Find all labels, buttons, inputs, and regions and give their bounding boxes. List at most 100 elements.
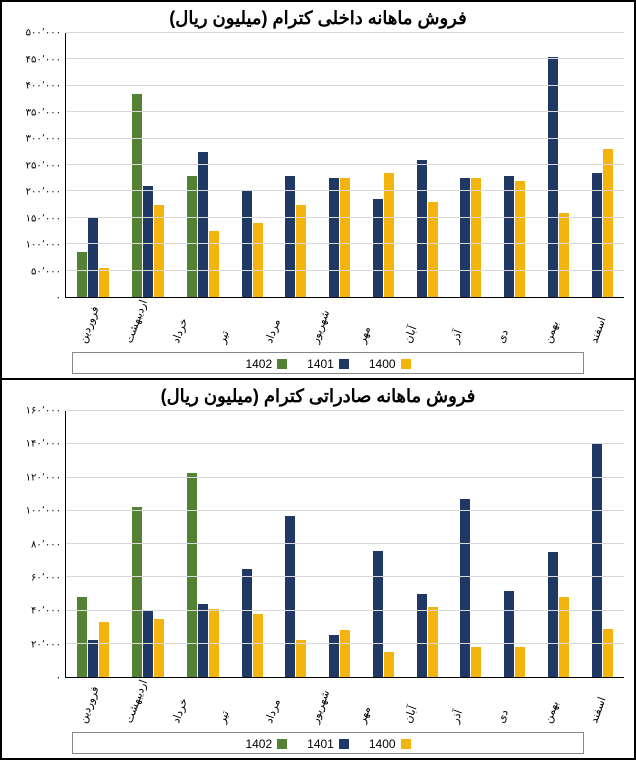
bar <box>592 173 602 297</box>
bar <box>384 652 394 677</box>
gridline <box>66 610 624 611</box>
bar-group <box>504 411 525 677</box>
bar <box>285 176 295 297</box>
x-tick-label: اسفند <box>587 679 615 727</box>
bar-group <box>132 33 164 297</box>
gridline <box>66 510 624 511</box>
legend-label: 1402 <box>245 357 272 371</box>
bar-group <box>329 33 350 297</box>
y-tick-label: ۲۰٬۰۰۰ <box>31 639 61 650</box>
bar <box>77 252 87 297</box>
bar <box>88 640 98 677</box>
x-tick-label: تیر <box>215 679 243 727</box>
gridline <box>66 443 624 444</box>
bar <box>548 57 558 297</box>
x-tick-label: خرداد <box>168 299 196 347</box>
bar-group <box>187 411 219 677</box>
legend-label: 1401 <box>307 357 334 371</box>
x-tick-label: دی <box>494 299 522 347</box>
x-tick-label: آبان <box>401 299 429 347</box>
bar <box>329 635 339 677</box>
x-axis-labels: فروردیناردیبهشتخردادتیرمردادشهریورمهرآبا… <box>66 298 624 346</box>
legend-item-1401: 1401 <box>307 357 349 371</box>
bar <box>209 231 219 297</box>
legend-item-1402: 1402 <box>245 357 287 371</box>
bar <box>253 223 263 297</box>
bar <box>384 173 394 297</box>
bar-group <box>373 33 394 297</box>
bar <box>515 181 525 297</box>
bar <box>285 516 295 677</box>
bar <box>559 213 569 297</box>
bar <box>198 604 208 677</box>
gridline <box>66 217 624 218</box>
chart-export-sales: فروش ماهانه صادراتی کترام (میلیون ریال) … <box>2 380 634 758</box>
bar <box>296 205 306 297</box>
bar <box>471 647 481 677</box>
bar <box>504 176 514 297</box>
bar-group <box>417 33 438 297</box>
bar-group <box>373 411 394 677</box>
legend-swatch-icon <box>277 359 287 369</box>
bar-group <box>77 411 109 677</box>
bar-groups <box>66 411 624 677</box>
bar <box>460 178 470 297</box>
legend-item-1401: 1401 <box>307 737 349 751</box>
bar-group <box>242 411 263 677</box>
chart-domestic-sales: فروش ماهانه داخلی کترام (میلیون ریال) ۰۵… <box>2 2 634 380</box>
y-tick-label: ۰ <box>56 293 61 304</box>
legend-swatch-icon <box>401 739 411 749</box>
legend-label: 1402 <box>245 737 272 751</box>
legend-swatch-icon <box>339 359 349 369</box>
chart-legend: 1402 1401 1400 <box>72 352 584 374</box>
legend-label: 1400 <box>369 737 396 751</box>
y-tick-label: ۲۵۰٬۰۰۰ <box>26 160 61 171</box>
gridline <box>66 243 624 244</box>
bar-group <box>592 33 613 297</box>
gridline <box>66 576 624 577</box>
bar-group <box>548 33 569 297</box>
x-tick-label: شهریور <box>308 679 336 727</box>
bar <box>373 551 383 677</box>
bar <box>99 268 109 297</box>
bar <box>471 178 481 297</box>
bar <box>143 186 153 297</box>
legend-label: 1401 <box>307 737 334 751</box>
bar <box>515 647 525 677</box>
y-tick-label: ۱۵۰٬۰۰۰ <box>26 213 61 224</box>
legend-swatch-icon <box>401 359 411 369</box>
bar <box>460 499 470 677</box>
bar-group <box>592 411 613 677</box>
bar <box>253 614 263 677</box>
bars-region <box>66 33 624 298</box>
bar <box>417 594 427 677</box>
bar <box>143 611 153 678</box>
bar <box>132 507 142 677</box>
bar <box>242 569 252 677</box>
legend-item-1402: 1402 <box>245 737 287 751</box>
bar <box>340 178 350 297</box>
x-tick-label: شهریور <box>308 299 336 347</box>
bar-group <box>417 411 438 677</box>
bar <box>154 619 164 677</box>
bar-groups <box>66 33 624 297</box>
gridline <box>66 32 624 33</box>
x-tick-label: آبان <box>401 679 429 727</box>
bar <box>417 160 427 297</box>
gridline <box>66 164 624 165</box>
y-tick-label: ۱۲۰٬۰۰۰ <box>26 472 61 483</box>
bar-group <box>460 33 481 297</box>
x-tick-label: بهمن <box>540 679 568 727</box>
gridline <box>66 410 624 411</box>
bar-group <box>285 411 306 677</box>
y-tick-label: ۰ <box>56 673 61 684</box>
legend-item-1400: 1400 <box>369 737 411 751</box>
plot-area: ۰۲۰٬۰۰۰۴۰٬۰۰۰۶۰٬۰۰۰۸۰٬۰۰۰۱۰۰٬۰۰۰۱۲۰٬۰۰۰۱… <box>12 411 624 678</box>
bar <box>373 199 383 297</box>
chart-legend: 1402 1401 1400 <box>72 732 584 754</box>
bar-group <box>329 411 350 677</box>
x-tick-label: فروردین <box>75 299 103 347</box>
gridline <box>66 111 624 112</box>
chart-title: فروش ماهانه صادراتی کترام (میلیون ریال) <box>12 386 624 407</box>
legend-swatch-icon <box>277 739 287 749</box>
